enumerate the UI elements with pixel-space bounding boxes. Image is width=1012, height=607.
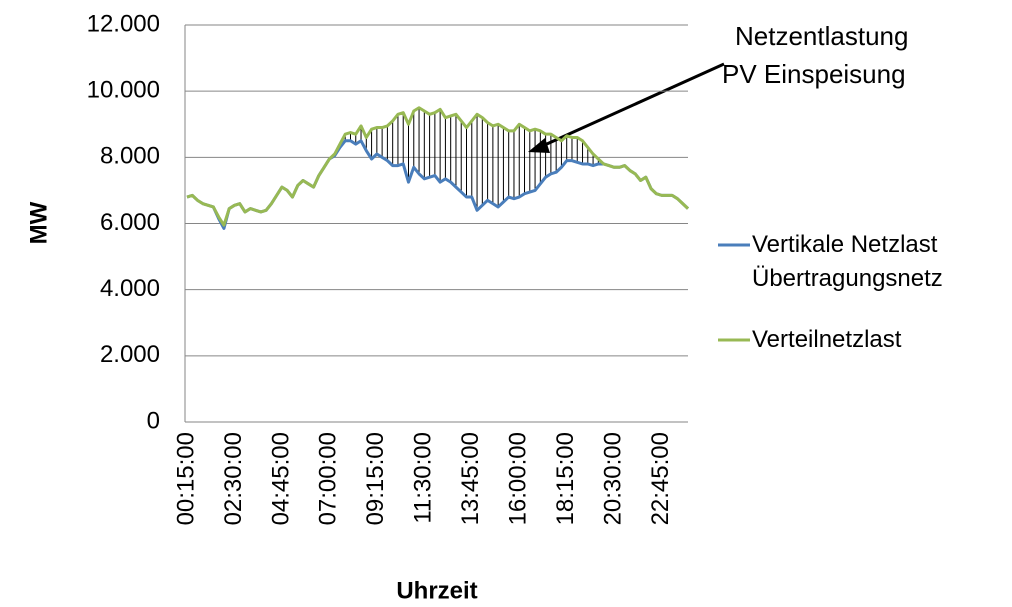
- arrow-head: [528, 138, 550, 153]
- y-tick-label: 6.000: [100, 209, 160, 236]
- annotation-arrow: [537, 62, 725, 150]
- x-tick-label: 13:45:00: [457, 432, 484, 525]
- annotation: PV Einspeisung: [722, 59, 906, 89]
- y-tick-label: 0: [147, 407, 160, 434]
- y-axis-label: MW: [25, 201, 52, 244]
- y-tick-label: 8.000: [100, 143, 160, 170]
- y-tick-label: 4.000: [100, 275, 160, 302]
- y-tick-label: 12.000: [87, 10, 160, 37]
- annotation: Netzentlastung: [735, 21, 908, 51]
- y-tick-label: 10.000: [87, 77, 160, 104]
- x-tick-label: 00:15:00: [172, 432, 199, 525]
- x-tick-label: 18:15:00: [552, 432, 579, 525]
- x-tick-label: 07:00:00: [315, 432, 342, 525]
- x-tick-label: 09:15:00: [362, 432, 389, 525]
- x-tick-label: 11:30:00: [410, 432, 437, 524]
- x-tick-label: 20:30:00: [600, 432, 627, 525]
- x-tick-label: 02:30:00: [220, 432, 247, 525]
- x-axis-label: Uhrzeit: [396, 577, 477, 604]
- legend-label: Verteilnetzlast: [752, 326, 902, 353]
- x-tick-label: 16:00:00: [505, 432, 532, 525]
- legend-label: Vertikale Netzlast Übertragungsnetz: [752, 231, 943, 292]
- x-tick-label: 22:45:00: [647, 432, 674, 525]
- x-tick-label: 04:45:00: [267, 432, 294, 525]
- series-line: [186, 106, 690, 227]
- series-line: [186, 139, 690, 230]
- y-tick-label: 2.000: [100, 341, 160, 368]
